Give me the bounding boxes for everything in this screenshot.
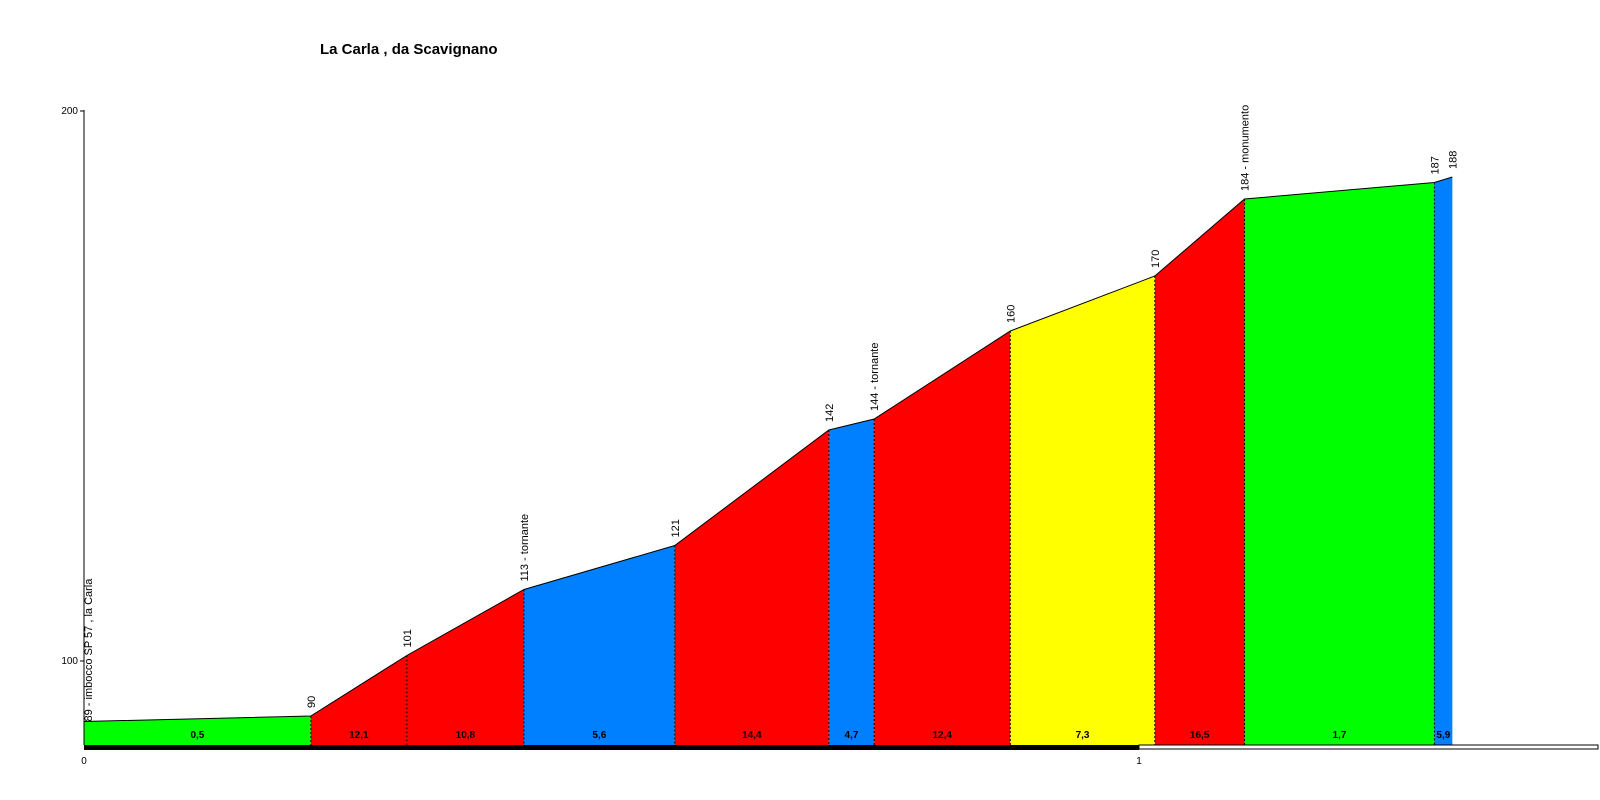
y-axis-ticks: 100 200 xyxy=(61,106,84,667)
x-axis-bar-empty xyxy=(1138,744,1599,750)
profile-segment xyxy=(84,716,311,745)
profile-segment xyxy=(828,419,875,745)
profile-segment xyxy=(1244,182,1435,745)
point-label: 90 xyxy=(306,696,318,708)
profile-segment xyxy=(1434,177,1453,745)
x-axis-bar-filled xyxy=(84,745,1139,750)
profile-segment xyxy=(874,331,1011,745)
point-label: 170 xyxy=(1150,250,1162,268)
chart-title: La Carla , da Scavignano xyxy=(320,41,498,58)
x-tick-label: 0 xyxy=(81,756,87,767)
profile-segments xyxy=(84,177,1453,745)
point-label: 187 xyxy=(1429,156,1441,174)
y-tick-label: 200 xyxy=(61,106,78,117)
point-label: 113 - tornante xyxy=(519,514,531,582)
grade-label: 16,5 xyxy=(1190,730,1210,741)
point-label: 160 xyxy=(1005,305,1017,323)
profile-segment xyxy=(523,545,675,745)
y-tick-label: 100 xyxy=(61,656,78,667)
grade-label: 12,4 xyxy=(933,730,953,741)
grade-label: 0,5 xyxy=(190,730,204,741)
point-label: 188 xyxy=(1447,151,1459,169)
grade-labels: 0,5 12,1 10,8 5,6 14,4 4,7 12,4 7,3 16,5 1,7 5,9 xyxy=(190,730,1450,741)
profile-segment xyxy=(1010,276,1155,745)
grade-label: 7,3 xyxy=(1076,730,1090,741)
grade-label: 1,7 xyxy=(1332,730,1346,741)
x-tick-label: 1 xyxy=(1136,756,1142,767)
point-label: 101 xyxy=(402,629,414,647)
grade-label: 14,4 xyxy=(742,730,762,741)
grade-label: 12,1 xyxy=(349,730,369,741)
profile-segment xyxy=(310,655,407,745)
profile-segment xyxy=(406,589,524,745)
x-axis-bar xyxy=(84,744,1599,750)
grade-label: 5,6 xyxy=(592,730,606,741)
profile-outline xyxy=(83,176,1453,722)
point-label: 144 - tornante xyxy=(869,343,881,412)
grade-label: 5,9 xyxy=(1436,730,1450,741)
point-label: 121 xyxy=(670,519,682,537)
profile-segment xyxy=(674,430,829,745)
segment-dividers xyxy=(310,182,1435,745)
point-labels: 89 - imbocco SP 57 , la Carla 90 101 113 - … xyxy=(83,105,1459,722)
grade-label: 4,7 xyxy=(845,730,859,741)
point-label: 142 xyxy=(824,404,836,422)
point-label: 184 - monumento xyxy=(1240,105,1252,191)
point-label: 89 - imbocco SP 57 , la Carla xyxy=(83,578,95,722)
profile-segment xyxy=(1154,199,1245,745)
grade-label: 10,8 xyxy=(456,730,476,741)
